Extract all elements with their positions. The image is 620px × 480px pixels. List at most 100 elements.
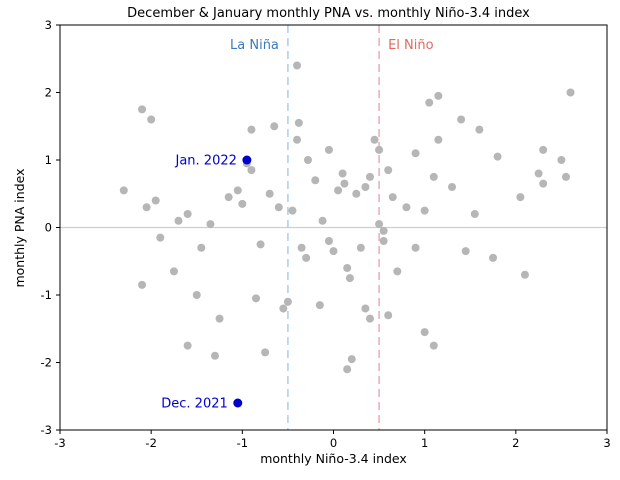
scatter-point	[315, 301, 324, 310]
scatter-point	[329, 247, 338, 256]
scatter-point	[434, 91, 443, 100]
scatter-point	[461, 247, 470, 256]
scatter-point	[279, 304, 288, 313]
scatter-point	[261, 348, 270, 357]
scatter-point	[379, 237, 388, 245]
scatter-point	[356, 243, 365, 252]
chart-title: December & January monthly PNA vs. month…	[127, 6, 530, 21]
scatter-point	[302, 253, 311, 262]
scatter-point	[561, 172, 570, 181]
scatter-point	[429, 172, 438, 181]
scatter-point	[274, 203, 283, 212]
scatter-point	[138, 105, 147, 114]
scatter-point	[247, 125, 256, 134]
x-axis-label: monthly Niño-3.4 index	[260, 451, 407, 466]
scatter-point	[247, 166, 256, 175]
scatter-point	[557, 156, 566, 164]
scatter-point	[238, 199, 247, 208]
scatter-point	[384, 166, 393, 175]
scatter-point	[311, 176, 320, 185]
scatter-point	[379, 226, 388, 235]
scatter-point	[215, 314, 224, 323]
scatter-point	[411, 149, 420, 158]
scatter-point	[493, 152, 502, 161]
scatter-point	[265, 189, 274, 198]
scatter-point	[434, 135, 443, 144]
scatter-point	[293, 61, 302, 70]
x-tick-label: -1	[237, 436, 248, 450]
scatter-point	[252, 294, 261, 303]
scatter-point	[345, 274, 354, 283]
scatter-point	[402, 203, 411, 212]
y-tick-label: 1	[45, 153, 52, 167]
y-tick-label: 2	[45, 86, 52, 100]
scatter-point	[566, 88, 575, 97]
scatter-point	[457, 115, 466, 124]
scatter-point	[293, 135, 302, 144]
scatter-point	[375, 145, 384, 154]
scatter-point	[375, 220, 384, 229]
x-tick-label: 1	[421, 436, 428, 450]
scatter-point	[206, 220, 215, 229]
la-nina-label: La Niña	[230, 38, 279, 53]
scatter-point	[197, 243, 206, 252]
scatter-point	[142, 203, 151, 212]
x-tick-label: -3	[54, 436, 65, 450]
scatter-point	[288, 206, 297, 215]
scatter-point	[429, 341, 438, 350]
scatter-point	[147, 115, 156, 124]
scatter-point	[365, 172, 374, 181]
scatter-point	[520, 270, 529, 279]
highlight-point	[233, 398, 243, 408]
scatter-point	[347, 355, 356, 364]
scatter-point	[303, 156, 312, 164]
scatter-point	[334, 186, 343, 195]
scatter-point	[352, 189, 361, 198]
scatter-point	[318, 216, 327, 225]
scatter-point	[343, 264, 352, 272]
highlight-point-label: Jan. 2022	[175, 154, 237, 169]
scatter-point	[534, 169, 543, 178]
scatter-point	[340, 179, 349, 188]
y-tick-label: -1	[41, 288, 52, 302]
highlight-point	[242, 155, 252, 165]
scatter-point	[370, 135, 379, 144]
scatter-point	[283, 297, 292, 306]
scatter-point	[388, 193, 397, 202]
scatter-point	[183, 341, 192, 350]
scatter-point	[489, 253, 498, 262]
scatter-point	[324, 237, 333, 245]
highlight-point-label: Dec. 2021	[161, 397, 228, 412]
scatter-point	[420, 328, 429, 337]
scatter-point	[470, 210, 479, 218]
scatter-point	[516, 193, 525, 202]
x-tick-label: 3	[603, 436, 610, 450]
scatter-point	[138, 280, 147, 289]
scatter-point	[183, 210, 192, 218]
scatter-point	[192, 291, 201, 299]
scatter-point	[119, 186, 128, 195]
y-tick-label: 3	[45, 18, 52, 32]
y-tick-label: -3	[41, 423, 52, 437]
scatter-point	[270, 122, 279, 131]
scatter-point	[294, 118, 303, 127]
x-tick-label: 2	[512, 436, 519, 450]
x-tick-label: -2	[145, 436, 156, 450]
scatter-point	[210, 351, 219, 360]
scatter-point	[420, 206, 429, 215]
scatter-point	[539, 145, 548, 154]
scatter-point	[425, 98, 434, 107]
scatter-point	[393, 267, 402, 276]
scatter-point	[343, 365, 352, 374]
y-tick-label: -2	[41, 356, 52, 370]
el-nino-label: El Niño	[388, 38, 434, 53]
scatter-point	[475, 125, 484, 134]
scatter-point	[233, 186, 242, 195]
scatter-point	[174, 216, 183, 225]
y-tick-label: 0	[45, 221, 52, 235]
scatter-point	[448, 183, 457, 191]
scatter-point	[361, 304, 370, 313]
scatter-point	[361, 183, 370, 191]
scatter-point	[384, 311, 393, 320]
